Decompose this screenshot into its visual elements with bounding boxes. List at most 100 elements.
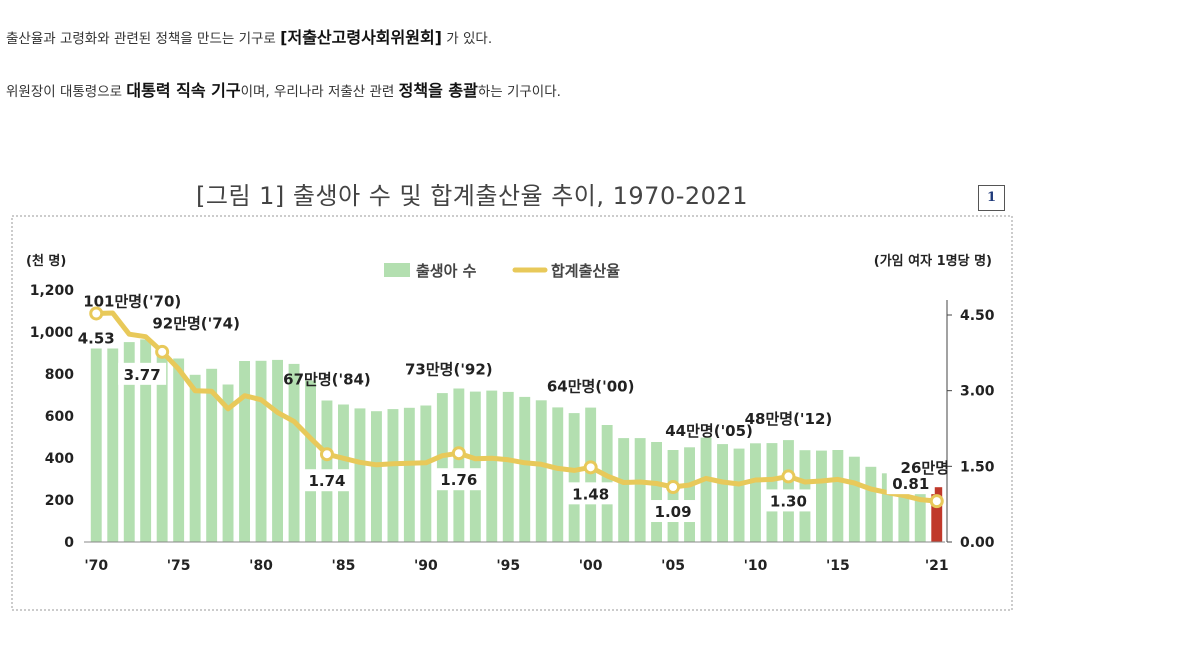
birth-bar <box>173 358 185 542</box>
x-tick-label: '05 <box>661 558 685 574</box>
x-tick-label: '15 <box>826 558 850 574</box>
birth-bar <box>453 388 465 542</box>
birth-bar <box>816 450 827 542</box>
intro-text: 출산율과 고령화와 관련된 정책을 만드는 기구로 <box>6 31 281 47</box>
y-left-tick-label: 800 <box>45 367 74 383</box>
intro-text: 가 있다. <box>441 31 493 47</box>
birth-annotation: 92만명('74) <box>152 314 240 332</box>
tfr-value-label: 3.77 <box>124 366 161 384</box>
y-left-tick-label: 0 <box>64 535 74 551</box>
birth-bar <box>156 348 168 542</box>
birth-bar <box>354 408 366 542</box>
birth-bar <box>700 437 712 542</box>
y-left-tick-label: 400 <box>45 451 74 467</box>
birth-annotation: 44만명('05) <box>665 422 753 440</box>
birth-bar <box>931 487 943 542</box>
birth-bar <box>420 405 432 542</box>
birth-bar <box>206 368 218 543</box>
birth-bar <box>288 363 300 542</box>
birth-annotation: 48만명('12) <box>745 410 833 428</box>
birth-bar <box>502 391 514 542</box>
x-tick-label: '95 <box>496 558 520 574</box>
figure-number-badge: 1 <box>978 185 1005 211</box>
tfr-line <box>93 310 940 504</box>
birth-bar <box>403 407 415 542</box>
x-tick-label: '75 <box>167 558 191 574</box>
y-right-tick-label: 0.00 <box>960 535 995 551</box>
tfr-marker <box>155 344 170 359</box>
birth-bar <box>239 361 250 542</box>
tfr-value-label: 1.09 <box>655 503 692 521</box>
tfr-label-box <box>434 468 483 491</box>
birth-bar <box>305 380 316 542</box>
birth-annotation: 73만명('92) <box>405 360 493 378</box>
birth-bar <box>519 396 531 542</box>
birth-bar <box>848 456 860 542</box>
birth-bar <box>914 484 926 542</box>
tfr-value-label: 1.76 <box>440 471 477 489</box>
birth-bar <box>717 444 728 542</box>
birth-bar <box>634 438 646 542</box>
birth-bar <box>733 448 745 542</box>
y-left-axis-label: (천 명) <box>26 253 66 269</box>
birth-bar <box>222 384 234 542</box>
y-right-axis-label: (가임 여자 1명당 명) <box>874 253 992 269</box>
tfr-value-label: 1.30 <box>770 492 807 510</box>
birth-bar <box>535 400 547 543</box>
tfr-marker <box>319 447 334 462</box>
birth-annotation: 64만명('00) <box>547 378 635 396</box>
y-left-tick-label: 200 <box>45 493 74 509</box>
y-right-tick-label: 3.00 <box>960 384 995 400</box>
x-tick-label: '80 <box>249 558 273 574</box>
birth-bar <box>865 466 877 542</box>
x-tick-label: '85 <box>332 558 356 574</box>
intro-emphasis: [저출산고령사회위원회] <box>280 28 442 47</box>
x-tick-label: '70 <box>84 558 108 574</box>
y-left-tick-label: 600 <box>45 409 74 425</box>
birth-annotation: 67만명('84) <box>283 370 371 388</box>
y-right-tick-label: 1.50 <box>960 459 995 475</box>
birth-bar <box>255 360 267 542</box>
birth-bar <box>123 342 135 542</box>
intro-text: 위원장이 대통령으로 <box>6 84 127 100</box>
intro-emphasis: 대통력 직속 기구 <box>126 81 241 100</box>
x-tick-label: '21 <box>925 558 949 574</box>
birth-bar <box>618 438 630 542</box>
birth-annotation: 101만명('70) <box>83 293 181 311</box>
tfr-marker <box>583 460 598 475</box>
tfr-marker <box>666 480 681 495</box>
birth-bar <box>667 450 679 542</box>
tfr-value-label: 1.48 <box>572 485 609 503</box>
birth-bar <box>140 339 152 542</box>
birth-bar <box>651 442 662 542</box>
tfr-label-box <box>302 469 351 492</box>
y-right-tick-label: 4.50 <box>960 308 995 324</box>
birth-bar <box>189 374 201 542</box>
intro-text: 하는 기구이다. <box>477 84 561 100</box>
tfr-label-box <box>886 472 935 495</box>
tfr-label-box <box>764 489 813 512</box>
tfr-value-label: 1.74 <box>308 472 345 490</box>
tfr-label-box <box>72 326 121 349</box>
birth-bar <box>486 390 498 542</box>
tfr-marker <box>929 494 944 509</box>
birth-annotation: 26만명 <box>901 459 949 477</box>
tfr-label-box <box>566 482 615 505</box>
x-tick-label: '10 <box>744 558 768 574</box>
tfr-label-box <box>649 500 698 523</box>
birth-bar <box>552 407 564 542</box>
y-left-tick-label: 1,200 <box>30 283 75 299</box>
x-tick-label: '90 <box>414 558 438 574</box>
birth-bar <box>387 409 399 542</box>
birth-bar <box>107 327 119 542</box>
birth-bar <box>90 330 102 542</box>
tfr-marker <box>451 446 466 461</box>
birth-bar <box>881 473 893 542</box>
birth-bar <box>832 450 844 542</box>
birth-bar <box>898 478 910 542</box>
intro-line-1: 출산율과 고령화와 관련된 정책을 만드는 기구로 [저출산고령사회위원회] 가… <box>6 24 492 48</box>
intro-text: 이며, 우리나라 저출산 관련 <box>240 84 399 100</box>
x-tick-label: '00 <box>579 558 603 574</box>
tfr-value-label: 0.81 <box>892 475 929 493</box>
